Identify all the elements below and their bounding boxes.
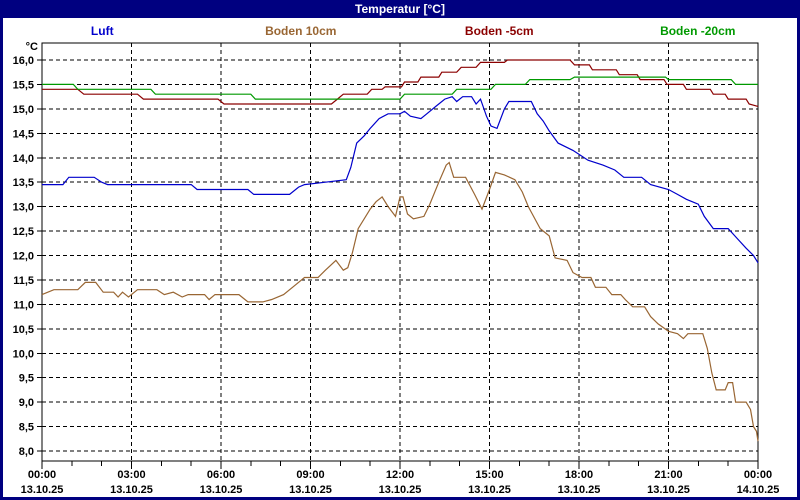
window-title: Temperatur [°C] xyxy=(355,2,445,16)
y-axis-unit-label: °C xyxy=(25,41,38,53)
legend-item-boden-m20cm: Boden -20cm xyxy=(660,24,736,38)
legend-item-luft: Luft xyxy=(90,24,114,38)
legend-item-boden-10cm: Boden 10cm xyxy=(265,24,337,38)
window-title-bar: Temperatur [°C] xyxy=(0,0,800,18)
chart-background xyxy=(3,18,797,497)
chart-legend: Luft Boden 10cm Boden -5cm Boden -20cm xyxy=(3,24,797,39)
legend-item-boden-m5cm: Boden -5cm xyxy=(464,24,534,38)
